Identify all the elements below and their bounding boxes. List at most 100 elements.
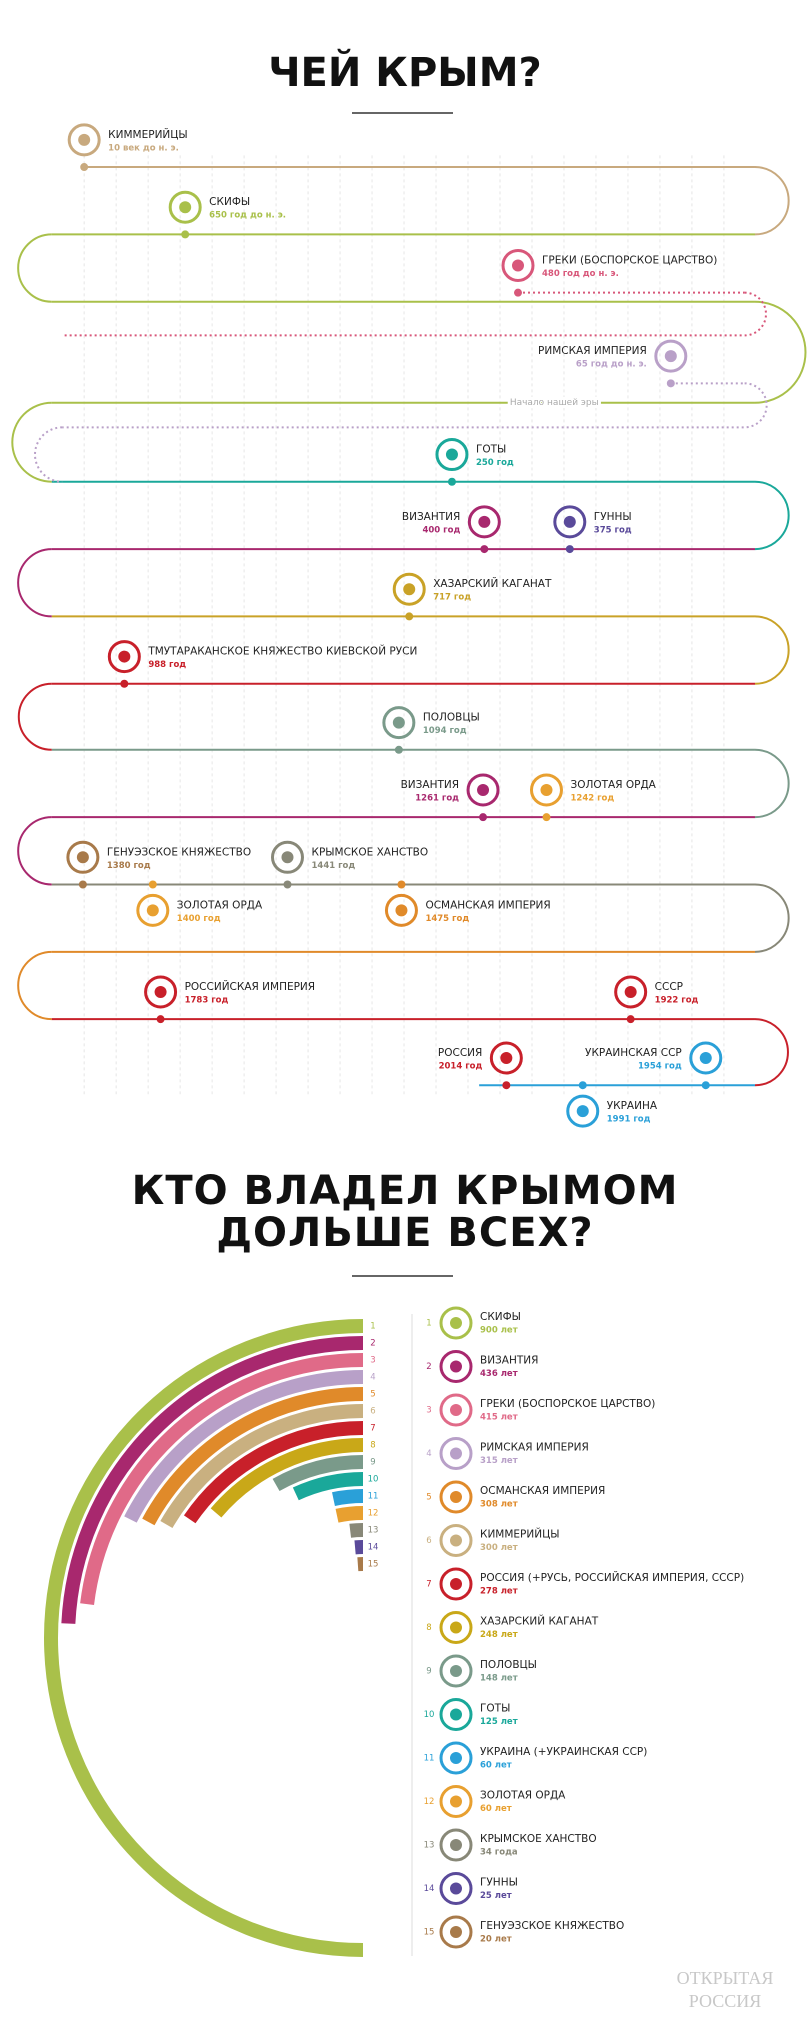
event-icon xyxy=(179,201,192,214)
event-name: РОССИЯ xyxy=(438,1047,482,1059)
legend-icon xyxy=(439,1480,473,1514)
legend-name: ХАЗАРСКИЙ КАГАНАТ xyxy=(480,1615,599,1628)
legend-value: 125 лет xyxy=(480,1717,518,1727)
event-icon xyxy=(489,1041,523,1075)
legend-icon xyxy=(439,1350,473,1383)
event-dot xyxy=(542,813,551,822)
timeline-dotted xyxy=(33,426,63,483)
timeline-turn xyxy=(754,480,790,551)
event-date: 1954 год xyxy=(638,1062,682,1072)
legend-icon xyxy=(439,1524,473,1557)
legend-rank: 11 xyxy=(424,1754,435,1764)
event-dot xyxy=(565,545,574,554)
event-icon xyxy=(66,840,100,874)
event-name: РИМСКАЯ ИМПЕРИЯ xyxy=(538,345,647,357)
duration-arc xyxy=(124,1370,364,1523)
event-icon xyxy=(466,773,500,807)
event-dot xyxy=(397,880,406,889)
event-icon xyxy=(563,515,576,528)
chart-title: КТО ВЛАДЕЛ КРЫМОМ ДОЛЬШЕ ВСЕХ? xyxy=(131,1168,679,1256)
legend-value: 415 лет xyxy=(480,1413,518,1423)
legend-value: 900 лет xyxy=(480,1326,518,1336)
event-name: ПОЛОВЦЫ xyxy=(423,712,480,724)
event-dot xyxy=(405,612,414,621)
rank-label: 6 xyxy=(370,1407,375,1417)
event-name: ГЕНУЭЗСКОЕ КНЯЖЕСТВО xyxy=(107,846,251,858)
event-icon xyxy=(501,248,535,282)
legend-name: ПОЛОВЦЫ xyxy=(480,1659,537,1671)
legend-value: 248 лет xyxy=(480,1630,518,1640)
event-date: 650 год до н. э. xyxy=(209,211,286,221)
rank-label: 3 xyxy=(370,1356,375,1366)
event-icon xyxy=(144,975,178,1009)
event-date: 1783 год xyxy=(185,995,229,1005)
event-icon xyxy=(146,904,159,917)
legend-value: 60 лет xyxy=(480,1761,512,1771)
event-name: ЗОЛОТАЯ ОРДА xyxy=(570,779,656,791)
legend-rank: 14 xyxy=(424,1884,435,1894)
timeline-turn xyxy=(754,883,790,953)
event-date: 1400 год xyxy=(177,914,221,924)
legend-value: 308 лет xyxy=(480,1500,518,1510)
event-icon xyxy=(78,133,91,146)
rank-label: 10 xyxy=(368,1475,379,1485)
event-date: 10 век до н. э. xyxy=(108,143,179,153)
duration-arc xyxy=(272,1455,364,1492)
event-date: 717 год xyxy=(433,593,471,603)
legend-icon xyxy=(439,1828,473,1862)
timeline-turn xyxy=(17,950,52,1021)
legend-rank: 5 xyxy=(426,1493,431,1503)
legend-icon xyxy=(439,1698,473,1731)
legend-name: ГЕНУЭЗСКОЕ КНЯЖЕСТВО xyxy=(480,1920,624,1932)
legend-icon xyxy=(439,1611,473,1644)
legend-name: РИМСКАЯ ИМПЕРИЯ xyxy=(480,1442,589,1454)
event-icon xyxy=(699,1052,712,1065)
timeline-turn xyxy=(754,748,790,819)
legend-rank: 15 xyxy=(424,1928,435,1938)
legend-value: 34 года xyxy=(480,1848,518,1858)
duration-arc xyxy=(349,1523,364,1538)
event-icon xyxy=(500,1052,513,1065)
rank-label: 7 xyxy=(370,1424,375,1434)
legend-icon xyxy=(450,1447,462,1460)
event-icon xyxy=(689,1041,723,1075)
legend-value: 300 лет xyxy=(480,1543,518,1553)
duration-arc xyxy=(44,1319,364,1957)
legend-icon xyxy=(450,1317,462,1329)
event-dot xyxy=(701,1081,710,1090)
timeline-turn xyxy=(17,548,52,618)
legend-name: ВИЗАНТИЯ xyxy=(480,1355,538,1367)
legend-rank: 6 xyxy=(426,1536,431,1546)
legend-icon xyxy=(450,1578,462,1590)
timeline-dotted xyxy=(62,382,768,429)
legend-icon xyxy=(450,1404,462,1416)
duration-arc xyxy=(335,1506,364,1523)
event-name: ОСМАНСКАЯ ИМПЕРИЯ xyxy=(425,899,550,911)
event-dot xyxy=(156,1015,165,1024)
event-icon xyxy=(477,783,490,796)
footer-logo: РОССИЯ xyxy=(689,1991,761,2011)
event-dot xyxy=(578,1081,587,1090)
legend-icon xyxy=(439,1785,473,1818)
legend-rank: 3 xyxy=(426,1406,431,1416)
rank-label: 14 xyxy=(368,1543,379,1553)
timeline-turn xyxy=(754,615,790,685)
rank-label: 12 xyxy=(368,1509,379,1519)
event-date: 1380 год xyxy=(107,861,151,871)
event-icon xyxy=(512,259,524,272)
event-date: 400 год xyxy=(422,525,460,535)
legend-icon xyxy=(439,1915,473,1949)
event-icon xyxy=(478,515,491,528)
timeline-turn xyxy=(17,682,52,751)
legend-rank: 7 xyxy=(426,1580,431,1590)
event-dot xyxy=(502,1081,511,1090)
rank-label: 13 xyxy=(368,1526,379,1536)
event-date: 1922 год xyxy=(655,995,699,1005)
event-dot xyxy=(480,545,489,554)
event-icon xyxy=(403,583,416,596)
legend-icon xyxy=(450,1360,462,1373)
event-date: 480 год до н. э. xyxy=(542,269,619,279)
legend-icon xyxy=(439,1306,473,1340)
legend-icon xyxy=(439,1654,473,1688)
